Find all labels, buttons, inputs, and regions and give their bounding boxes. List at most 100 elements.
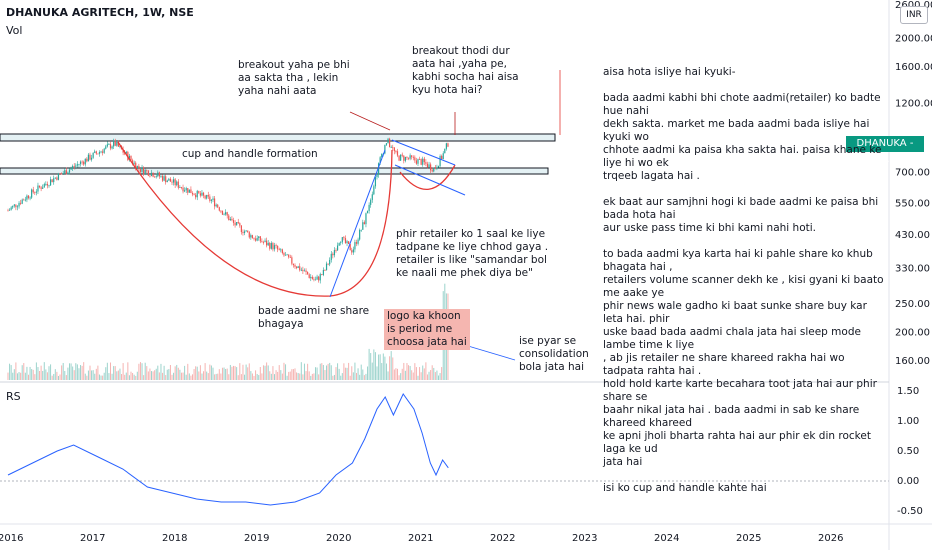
- price-tick-label: 1600.00: [895, 62, 932, 73]
- volume-bar: [190, 375, 192, 380]
- volume-bar: [389, 356, 391, 380]
- candle-body: [218, 207, 220, 211]
- candle-body: [202, 192, 205, 196]
- volume-bar: [332, 375, 334, 380]
- candle-body: [70, 168, 72, 170]
- currency-button[interactable]: INR: [900, 6, 928, 24]
- candle-body: [325, 263, 328, 271]
- candle-body: [210, 199, 213, 201]
- candle-body: [111, 146, 113, 149]
- candle-body: [363, 222, 365, 225]
- volume-bar: [124, 374, 126, 380]
- volume-bar: [400, 373, 402, 380]
- candle-body: [362, 222, 364, 230]
- candle-body: [308, 274, 310, 278]
- volume-bar: [357, 368, 359, 380]
- candle-body: [228, 215, 230, 221]
- candle-body: [24, 199, 26, 201]
- candle-body: [220, 210, 222, 212]
- volume-bar: [75, 363, 77, 380]
- candle-body: [291, 257, 293, 264]
- support-zone[interactable]: [0, 167, 549, 175]
- candle-body: [379, 157, 381, 164]
- volume-bar: [177, 367, 179, 380]
- note-breakout-later: breakout thodi dur aata hai ,yaha pe, ka…: [412, 45, 519, 96]
- cup-curve: [117, 141, 393, 297]
- volume-bar: [376, 366, 378, 380]
- volume-bar: [9, 363, 11, 380]
- candle-body: [90, 157, 93, 160]
- volume-bar: [46, 372, 48, 380]
- volume-bar: [378, 354, 380, 380]
- candle-body: [242, 232, 244, 233]
- candle-body: [434, 167, 436, 169]
- volume-bar: [338, 368, 340, 380]
- candle-body: [18, 202, 20, 207]
- candle-body: [343, 237, 345, 239]
- candle-body: [193, 194, 195, 196]
- handle-channel-bottom: [394, 164, 466, 196]
- volume-bar: [94, 373, 96, 380]
- rs-axis-ticks: -0.50 0.00 0.50 1.00 1.50: [897, 386, 923, 517]
- volume-bar: [275, 370, 277, 380]
- volume-bar: [277, 371, 279, 380]
- candle-body: [87, 154, 90, 162]
- volume-bar: [318, 374, 320, 380]
- time-tick-label: 2023: [572, 533, 597, 544]
- candle-body: [266, 240, 268, 246]
- candle-body: [387, 138, 389, 144]
- candle-body: [54, 177, 56, 179]
- volume-bar: [248, 363, 250, 380]
- volume-bar: [382, 353, 384, 380]
- volume-bar: [147, 371, 149, 380]
- candle-body: [57, 173, 60, 180]
- candle-body: [374, 177, 377, 187]
- volume-bar: [21, 365, 23, 380]
- candle-body: [299, 266, 301, 271]
- volume-bar: [110, 362, 111, 380]
- candle-body: [163, 176, 165, 181]
- volume-bar: [343, 363, 345, 380]
- note-explanation: aisa hota isliye hai kyuki- bada aadmi k…: [603, 66, 884, 494]
- volume-bar: [84, 373, 86, 380]
- candle-body: [444, 148, 446, 154]
- resistance-zone[interactable]: [0, 133, 556, 142]
- volume-bar: [31, 369, 33, 380]
- candle-body: [15, 204, 17, 208]
- price-tick-label: 250.00: [895, 299, 930, 310]
- volume-bar: [18, 372, 20, 380]
- volume-bar: [439, 373, 441, 380]
- candle-body: [38, 185, 41, 188]
- volume-bar: [266, 362, 268, 380]
- candle-body: [172, 179, 175, 183]
- volume-bar: [289, 371, 291, 380]
- volume-bar: [441, 367, 443, 380]
- volume-bar: [250, 371, 252, 380]
- volume-bar: [341, 373, 343, 380]
- time-tick-label: 2017: [80, 533, 105, 544]
- symbol-title: DHANUKA AGRITECH, 1W, NSE: [6, 6, 194, 19]
- volume-bar: [431, 365, 433, 380]
- volume-bar: [408, 365, 410, 380]
- volume-bar: [45, 369, 47, 380]
- volume-bar: [351, 366, 353, 380]
- candle-body: [76, 164, 78, 166]
- volume-bar: [360, 364, 362, 380]
- volume-bar: [89, 365, 91, 380]
- price-tick-label: 160.00: [895, 356, 930, 367]
- volume-bar: [233, 365, 234, 380]
- candle-body: [217, 204, 219, 208]
- candle-body: [48, 185, 50, 187]
- volume-bar: [330, 365, 332, 380]
- price-axis-ticks: 160.00 200.00 250.00 330.00 430.00 550.00 700.…: [895, 0, 932, 367]
- volume-bar: [229, 364, 231, 380]
- volume-bar: [72, 366, 74, 380]
- candle-body: [158, 172, 160, 177]
- candle-body: [442, 153, 444, 160]
- volume-bar: [155, 368, 157, 380]
- volume-bar: [251, 373, 253, 380]
- candle-body: [371, 194, 373, 200]
- candle-body: [106, 144, 108, 147]
- candle-body: [26, 195, 28, 200]
